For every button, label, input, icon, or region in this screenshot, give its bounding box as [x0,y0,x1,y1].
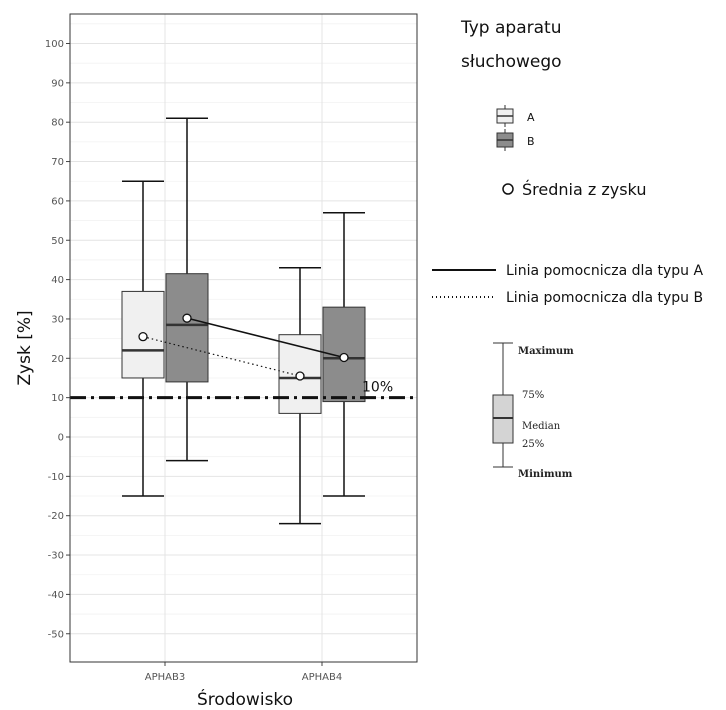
y-tick-label: 20 [51,354,64,365]
key-q1: 25% [522,439,544,450]
y-tick-label: 70 [51,157,64,168]
key-q3: 75% [522,390,544,401]
key-minimum: Minimum [518,469,573,480]
boxplot-b-aphab3 [165,117,209,462]
mean-lines: 10% [70,313,417,400]
key-median: Median [522,421,561,432]
x-tick-label: APHAB3 [145,672,185,683]
y-tick-label: -20 [48,511,64,522]
mean-marker-b [182,313,192,323]
legend-label-a: A [527,111,535,124]
y-tick-label: 80 [51,118,64,129]
legend-mean-marker [502,183,514,195]
y-axis-title: Zysk [%] [15,310,35,385]
y-tick-label: 90 [51,78,64,89]
boxplot-key: Maximum 75% Median 25% Minimum [492,342,574,480]
y-tick-label: 0 [58,433,64,444]
boxplot-a-aphab4 [278,267,322,525]
iqr-box [165,273,209,383]
legend-key-a [496,105,514,127]
legend-title-line1: Typ aparatu [460,18,561,38]
x-axis-title: Środowisko [197,688,293,710]
x-tick-label: APHAB4 [302,672,342,683]
x-axis: APHAB3 APHAB4 [145,662,342,683]
y-tick-label: -40 [48,590,64,601]
legend: Typ aparatu słuchowego A B Średnia z zys… [432,18,703,306]
mean-marker-a [295,371,305,381]
y-tick-label: -10 [48,472,64,483]
y-tick-label: 100 [45,39,64,50]
y-tick-label: 60 [51,196,64,207]
mean-line-b [186,317,345,359]
y-tick-label: 10 [51,393,64,404]
y-tick-label: -50 [48,629,64,640]
legend-title-line2: słuchowego [461,52,562,72]
legend-label-b: B [527,135,535,148]
y-tick-label: 30 [51,314,64,325]
reference-line-label: 10% [362,380,393,396]
plot-border [69,13,418,663]
legend-key-b [496,129,514,151]
y-tick-label: 40 [51,275,64,286]
key-maximum: Maximum [518,346,574,357]
y-tick-label: -30 [48,551,64,562]
mean-marker-b [339,352,349,363]
legend-line-a-label: Linia pomocnicza dla typu A [506,263,703,279]
legend-mean-label: Średnia z zysku [522,180,646,199]
mean-marker-a [138,332,148,342]
y-tick-label: 50 [51,236,64,247]
legend-line-b-label: Linia pomocnicza dla typu B [506,290,703,306]
